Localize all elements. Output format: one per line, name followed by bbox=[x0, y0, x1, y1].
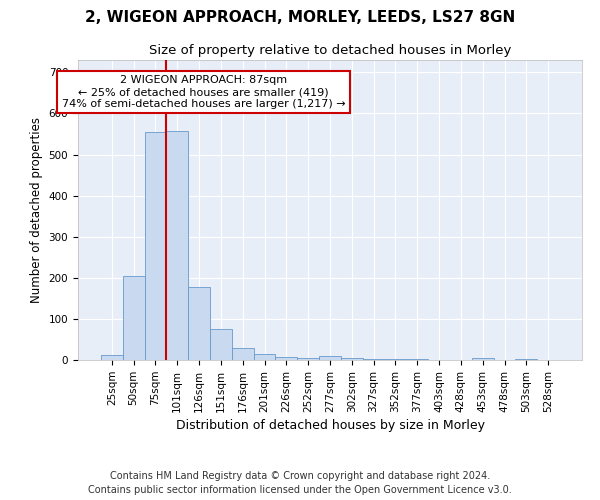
X-axis label: Distribution of detached houses by size in Morley: Distribution of detached houses by size … bbox=[176, 419, 485, 432]
Bar bbox=[123, 276, 145, 360]
Title: Size of property relative to detached houses in Morley: Size of property relative to detached ho… bbox=[149, 44, 511, 58]
Y-axis label: Number of detached properties: Number of detached properties bbox=[30, 117, 43, 303]
Bar bbox=[166, 130, 188, 360]
Bar bbox=[472, 358, 494, 360]
Text: Contains HM Land Registry data © Crown copyright and database right 2024.
Contai: Contains HM Land Registry data © Crown c… bbox=[88, 471, 512, 495]
Bar bbox=[406, 359, 428, 360]
Bar bbox=[101, 355, 123, 360]
Bar bbox=[275, 356, 297, 360]
Text: 2 WIGEON APPROACH: 87sqm
← 25% of detached houses are smaller (419)
74% of semi-: 2 WIGEON APPROACH: 87sqm ← 25% of detach… bbox=[62, 76, 345, 108]
Bar bbox=[254, 354, 275, 360]
Bar bbox=[188, 287, 210, 360]
Bar bbox=[145, 132, 166, 360]
Bar bbox=[515, 359, 537, 360]
Bar bbox=[297, 358, 319, 360]
Bar bbox=[385, 359, 406, 360]
Bar bbox=[232, 348, 254, 360]
Text: 2, WIGEON APPROACH, MORLEY, LEEDS, LS27 8GN: 2, WIGEON APPROACH, MORLEY, LEEDS, LS27 … bbox=[85, 10, 515, 25]
Bar bbox=[341, 358, 363, 360]
Bar bbox=[363, 359, 385, 360]
Bar bbox=[319, 356, 341, 360]
Bar bbox=[210, 329, 232, 360]
